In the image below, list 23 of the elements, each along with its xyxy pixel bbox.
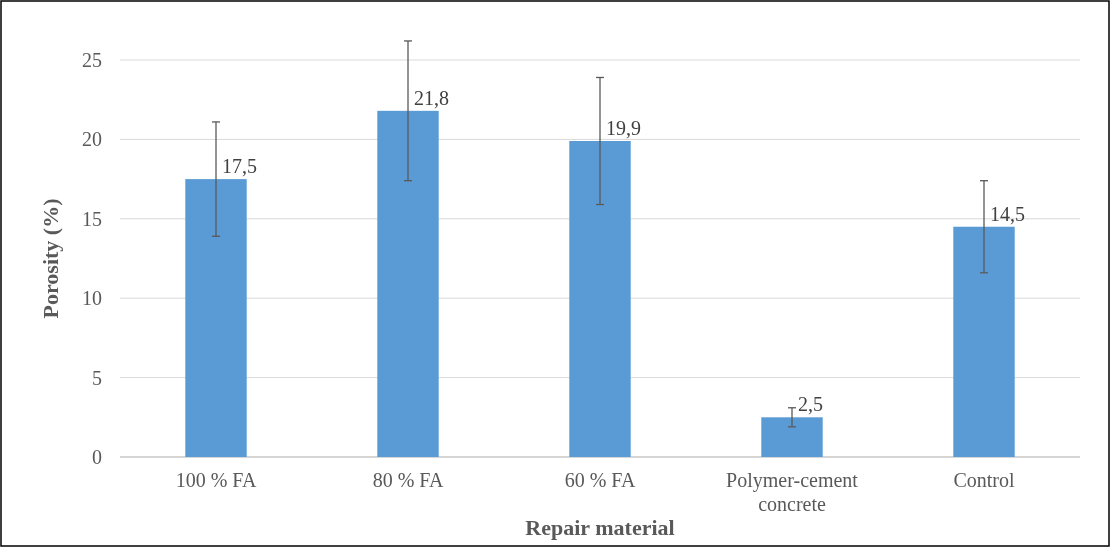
x-tick-label: 100 % FA: [175, 469, 257, 491]
y-tick-label: 10: [82, 287, 102, 310]
x-tick-label: Polymer-cement concrete: [726, 469, 859, 515]
y-tick-label: 20: [82, 128, 102, 151]
y-tick-label: 15: [82, 207, 102, 230]
bar: [953, 226, 1015, 457]
data-label: 14,5: [990, 202, 1025, 225]
data-label: 2,5: [798, 393, 823, 416]
x-tick-label: 80 % FA: [372, 469, 444, 491]
x-axis-title: Repair material: [525, 515, 675, 540]
y-tick-label: 0: [92, 446, 102, 468]
data-label: 17,5: [222, 155, 257, 178]
y-tick-label: 5: [92, 366, 102, 389]
bar: [185, 179, 247, 457]
bar: [377, 110, 439, 457]
x-tick-label: 60 % FA: [564, 469, 636, 491]
x-tick-label: Control: [953, 469, 1015, 491]
bar: [569, 140, 631, 457]
bar: [761, 417, 823, 457]
data-label: 19,9: [606, 116, 641, 139]
y-tick-label: 25: [82, 49, 102, 71]
y-axis-title: Porosity (%): [38, 198, 63, 319]
data-label: 21,8: [414, 86, 449, 109]
